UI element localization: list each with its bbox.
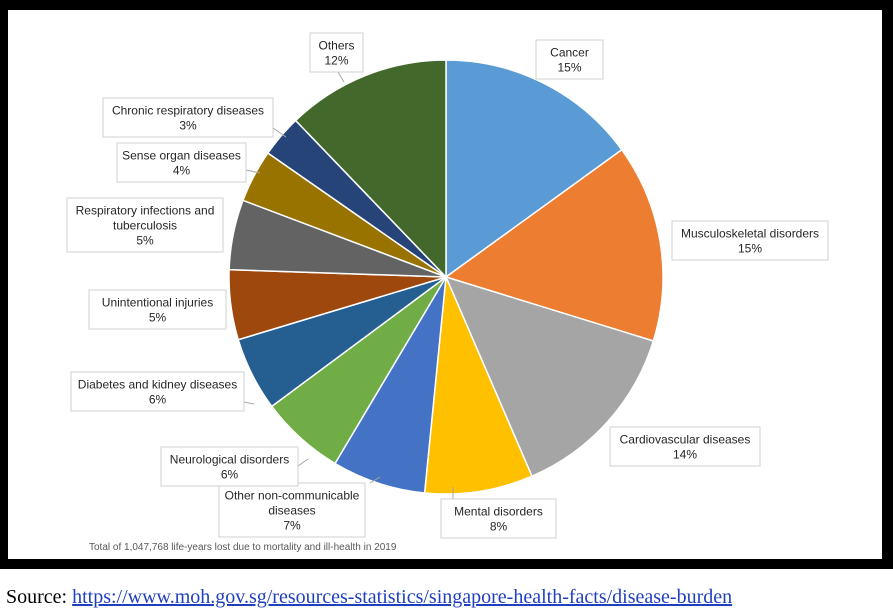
slice-percent: 15% — [557, 61, 581, 75]
slice-percent: 6% — [221, 468, 239, 482]
source-line: Source: https://www.moh.gov.sg/resources… — [6, 586, 732, 609]
slice-percent: 5% — [149, 311, 167, 325]
label-box — [70, 371, 245, 412]
slice-percent: 4% — [173, 164, 191, 178]
slice-name: Chronic respiratory diseases — [112, 104, 264, 118]
slice-name: Cancer — [550, 46, 589, 60]
slice-name: diseases — [268, 504, 315, 518]
label-box — [535, 39, 604, 80]
slice-percent: 8% — [490, 520, 508, 534]
leader-line-sense-organ-diseases — [245, 169, 261, 174]
label-box — [116, 142, 247, 183]
label-box — [88, 289, 227, 330]
leader-line-other-non-communicable-diseases — [369, 476, 381, 484]
label-box — [160, 446, 299, 487]
source-prefix: Source: — [6, 586, 73, 608]
label-box — [609, 426, 761, 467]
pie-slice-others — [294, 59, 447, 279]
slice-name: Cardiovascular diseases — [620, 433, 751, 447]
label-box — [309, 32, 364, 73]
slice-percent: 15% — [738, 242, 762, 256]
label-box — [102, 97, 274, 138]
pie-slice-cancer — [445, 59, 623, 279]
leader-line-diabetes-and-kidney-diseases — [243, 401, 255, 405]
leader-line-others — [337, 71, 345, 83]
pie-slices — [228, 59, 664, 495]
leader-line-neurological-disorders — [297, 458, 309, 467]
slice-name: Respiratory infections and — [76, 204, 215, 218]
slice-name: Diabetes and kidney diseases — [78, 378, 237, 392]
slice-name: Other non-communicable — [225, 489, 360, 503]
label-box — [671, 220, 829, 261]
slice-percent: 5% — [136, 234, 154, 248]
chart-area: Cancer 15% Musculoskeletal disorders 15% Car… — [8, 10, 882, 559]
slice-name: Musculoskeletal disorders — [681, 227, 819, 241]
slice-name: tuberculosis — [113, 219, 177, 233]
slice-name: Unintentional injuries — [102, 296, 213, 310]
label-box — [440, 498, 557, 539]
slice-name: Mental disorders — [454, 505, 543, 519]
slice-name: Others — [318, 39, 354, 53]
leader-line-chronic-respiratory-diseases — [272, 127, 287, 138]
chart-frame: Cancer 15% Musculoskeletal disorders 15% Car… — [0, 0, 893, 569]
slice-name: Neurological disorders — [170, 453, 289, 467]
slice-name: Sense organ diseases — [122, 149, 241, 163]
slice-percent: 12% — [324, 54, 348, 68]
label-box — [66, 197, 224, 253]
chart-footnote: Total of 1,047,768 life-years lost due t… — [89, 542, 397, 553]
label-box — [218, 482, 366, 538]
pie-slice-mental-disorders — [423, 274, 533, 495]
source-link[interactable]: https://www.moh.gov.sg/resources-statist… — [72, 586, 733, 608]
slice-percent: 7% — [283, 519, 301, 533]
slice-percent: 14% — [673, 448, 697, 462]
slice-percent: 6% — [149, 393, 167, 407]
slice-percent: 3% — [179, 119, 197, 133]
pie-slice-cardiovascular-diseases — [444, 275, 655, 478]
